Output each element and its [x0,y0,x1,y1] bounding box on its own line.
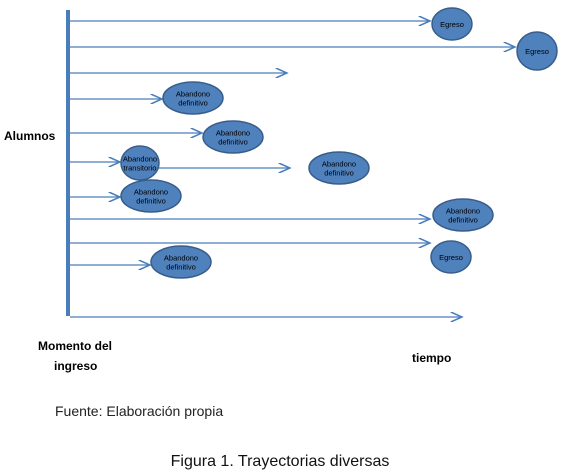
time-label: tiempo [412,351,451,365]
source: Fuente: Elaboración propia [55,403,223,419]
vertical-label: Alumnos [4,129,56,143]
node-label: Egreso [525,47,549,56]
node-label: definitivo [218,138,248,147]
node-label: Abandono [446,207,480,216]
origin-label: ingreso [54,359,97,373]
arrows [70,21,515,265]
node-label: Abandono [164,254,198,263]
node [150,245,212,279]
node-label: Abandono [322,160,356,169]
node-label: Abandono [134,188,168,197]
node [431,7,473,41]
node-label: Abandono [176,90,210,99]
node-label: Abandono [216,129,250,138]
node [120,179,182,213]
node [430,240,472,274]
nodes: EgresoEgresoAbandonodefinitivoAbandonode… [120,7,558,279]
node-label: definitivo [166,263,196,272]
origin-label: Momento del [38,339,112,353]
node [202,120,264,154]
node [308,151,370,185]
node [516,31,558,71]
node-label: Abandono [123,155,157,164]
node-label: transitorio [124,164,157,173]
node-label: Egreso [439,253,463,262]
node-label: definitivo [324,169,354,178]
node-label: definitivo [136,197,166,206]
node-label: definitivo [178,99,208,108]
node-label: definitivo [448,216,478,225]
node [432,198,494,232]
caption: Figura 1. Trayectorias diversas [171,453,390,470]
node [120,145,160,181]
node [162,81,224,115]
node-label: Egreso [440,20,464,29]
